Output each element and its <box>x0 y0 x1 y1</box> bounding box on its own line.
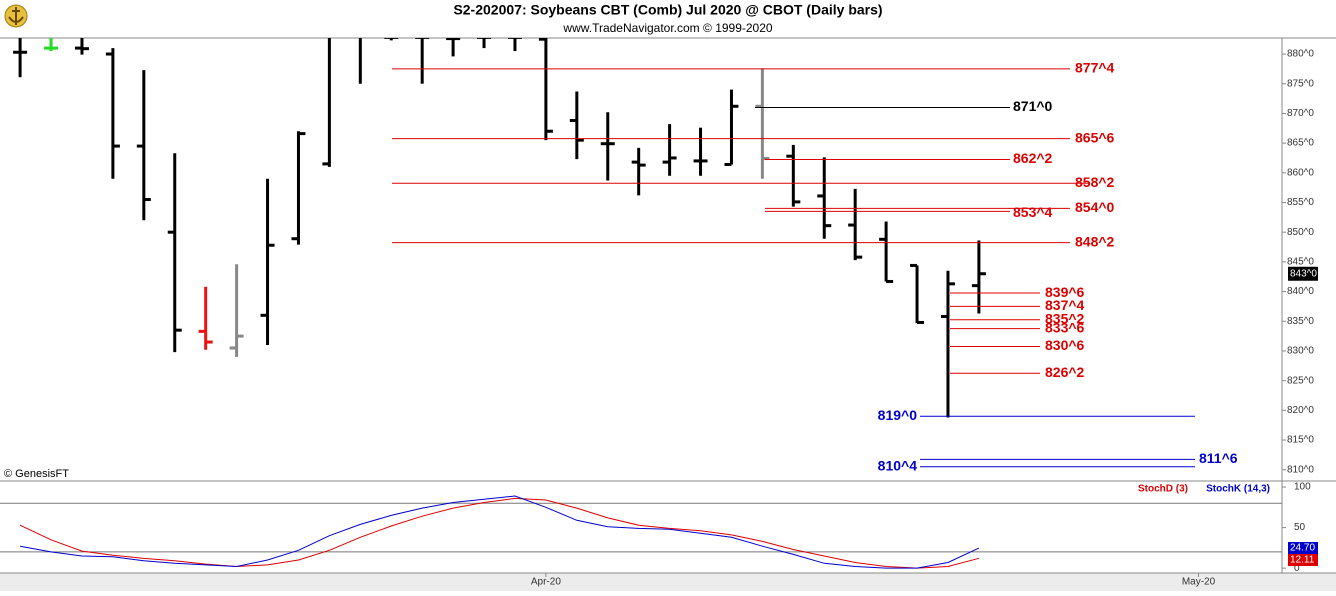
level-label: 858^2 <box>1075 174 1115 190</box>
level-label: 877^4 <box>1075 60 1115 76</box>
level-label: 865^6 <box>1075 129 1115 145</box>
last-value-box <box>1288 542 1318 554</box>
y-tick-label: 850^0 <box>1287 227 1314 238</box>
y-tick-label: 0 <box>1294 563 1300 574</box>
y-tick-label: 865^0 <box>1287 138 1314 149</box>
level-label: 853^4 <box>1013 204 1053 220</box>
level-label: 835^2 <box>1045 310 1085 326</box>
logo <box>4 4 28 28</box>
level-label: 854^0 <box>1075 199 1115 215</box>
legend-entry: StochD (3) <box>1138 484 1188 495</box>
stoch-line <box>19 497 980 569</box>
x-tick-label: Apr-20 <box>531 577 561 588</box>
level-label: 833^6 <box>1045 319 1085 335</box>
y-tick-label: 840^0 <box>1287 286 1314 297</box>
y-tick-label: 820^0 <box>1287 405 1314 416</box>
y-tick-label: 830^0 <box>1287 346 1314 357</box>
y-tick-label: 845^0 <box>1287 257 1314 268</box>
price-panel <box>13 38 986 418</box>
level-label: 826^2 <box>1045 364 1085 380</box>
last-price-label: 843^0 <box>1290 268 1317 279</box>
y-tick-label: 855^0 <box>1287 197 1314 208</box>
level-label: 848^2 <box>1075 233 1115 249</box>
level-label: 871^0 <box>1013 98 1053 114</box>
last-value-label: 24.70 <box>1290 543 1315 554</box>
x-tick-label: May-20 <box>1182 577 1216 588</box>
y-tick-label: 875^0 <box>1287 78 1314 89</box>
y-tick-label: 810^0 <box>1287 464 1314 475</box>
subtitle: www.TradeNavigator.com © 1999-2020 <box>562 21 772 35</box>
credit: © GenesisFT <box>4 468 69 480</box>
date-strip <box>0 573 1336 591</box>
level-label: 862^2 <box>1013 150 1053 166</box>
y-tick-label: 870^0 <box>1287 108 1314 119</box>
stoch-line <box>20 495 980 569</box>
y-tick-label: 835^0 <box>1287 316 1314 327</box>
y-tick-label: 100 <box>1294 482 1311 493</box>
level-label: 810^4 <box>878 457 918 473</box>
y-tick-label: 815^0 <box>1287 435 1314 446</box>
stoch-panel <box>0 495 1282 569</box>
level-label: 830^6 <box>1045 337 1085 353</box>
y-tick-label: 825^0 <box>1287 375 1314 386</box>
y-tick-label: 860^0 <box>1287 167 1314 178</box>
level-label: 837^4 <box>1045 297 1085 313</box>
level-label: 839^6 <box>1045 284 1085 300</box>
chart-title: S2-202007: Soybeans CBT (Comb) Jul 2020 … <box>453 2 882 18</box>
last-value-label: 12.11 <box>1290 555 1315 566</box>
last-value-box <box>1288 554 1318 566</box>
level-label: 811^6 <box>1199 450 1238 466</box>
legend-entry: StochK (14,3) <box>1206 484 1270 495</box>
level-label: 819^0 <box>878 407 918 423</box>
y-tick-label: 50 <box>1294 522 1306 533</box>
y-tick-label: 880^0 <box>1287 49 1314 60</box>
last-price-box <box>1288 266 1318 281</box>
